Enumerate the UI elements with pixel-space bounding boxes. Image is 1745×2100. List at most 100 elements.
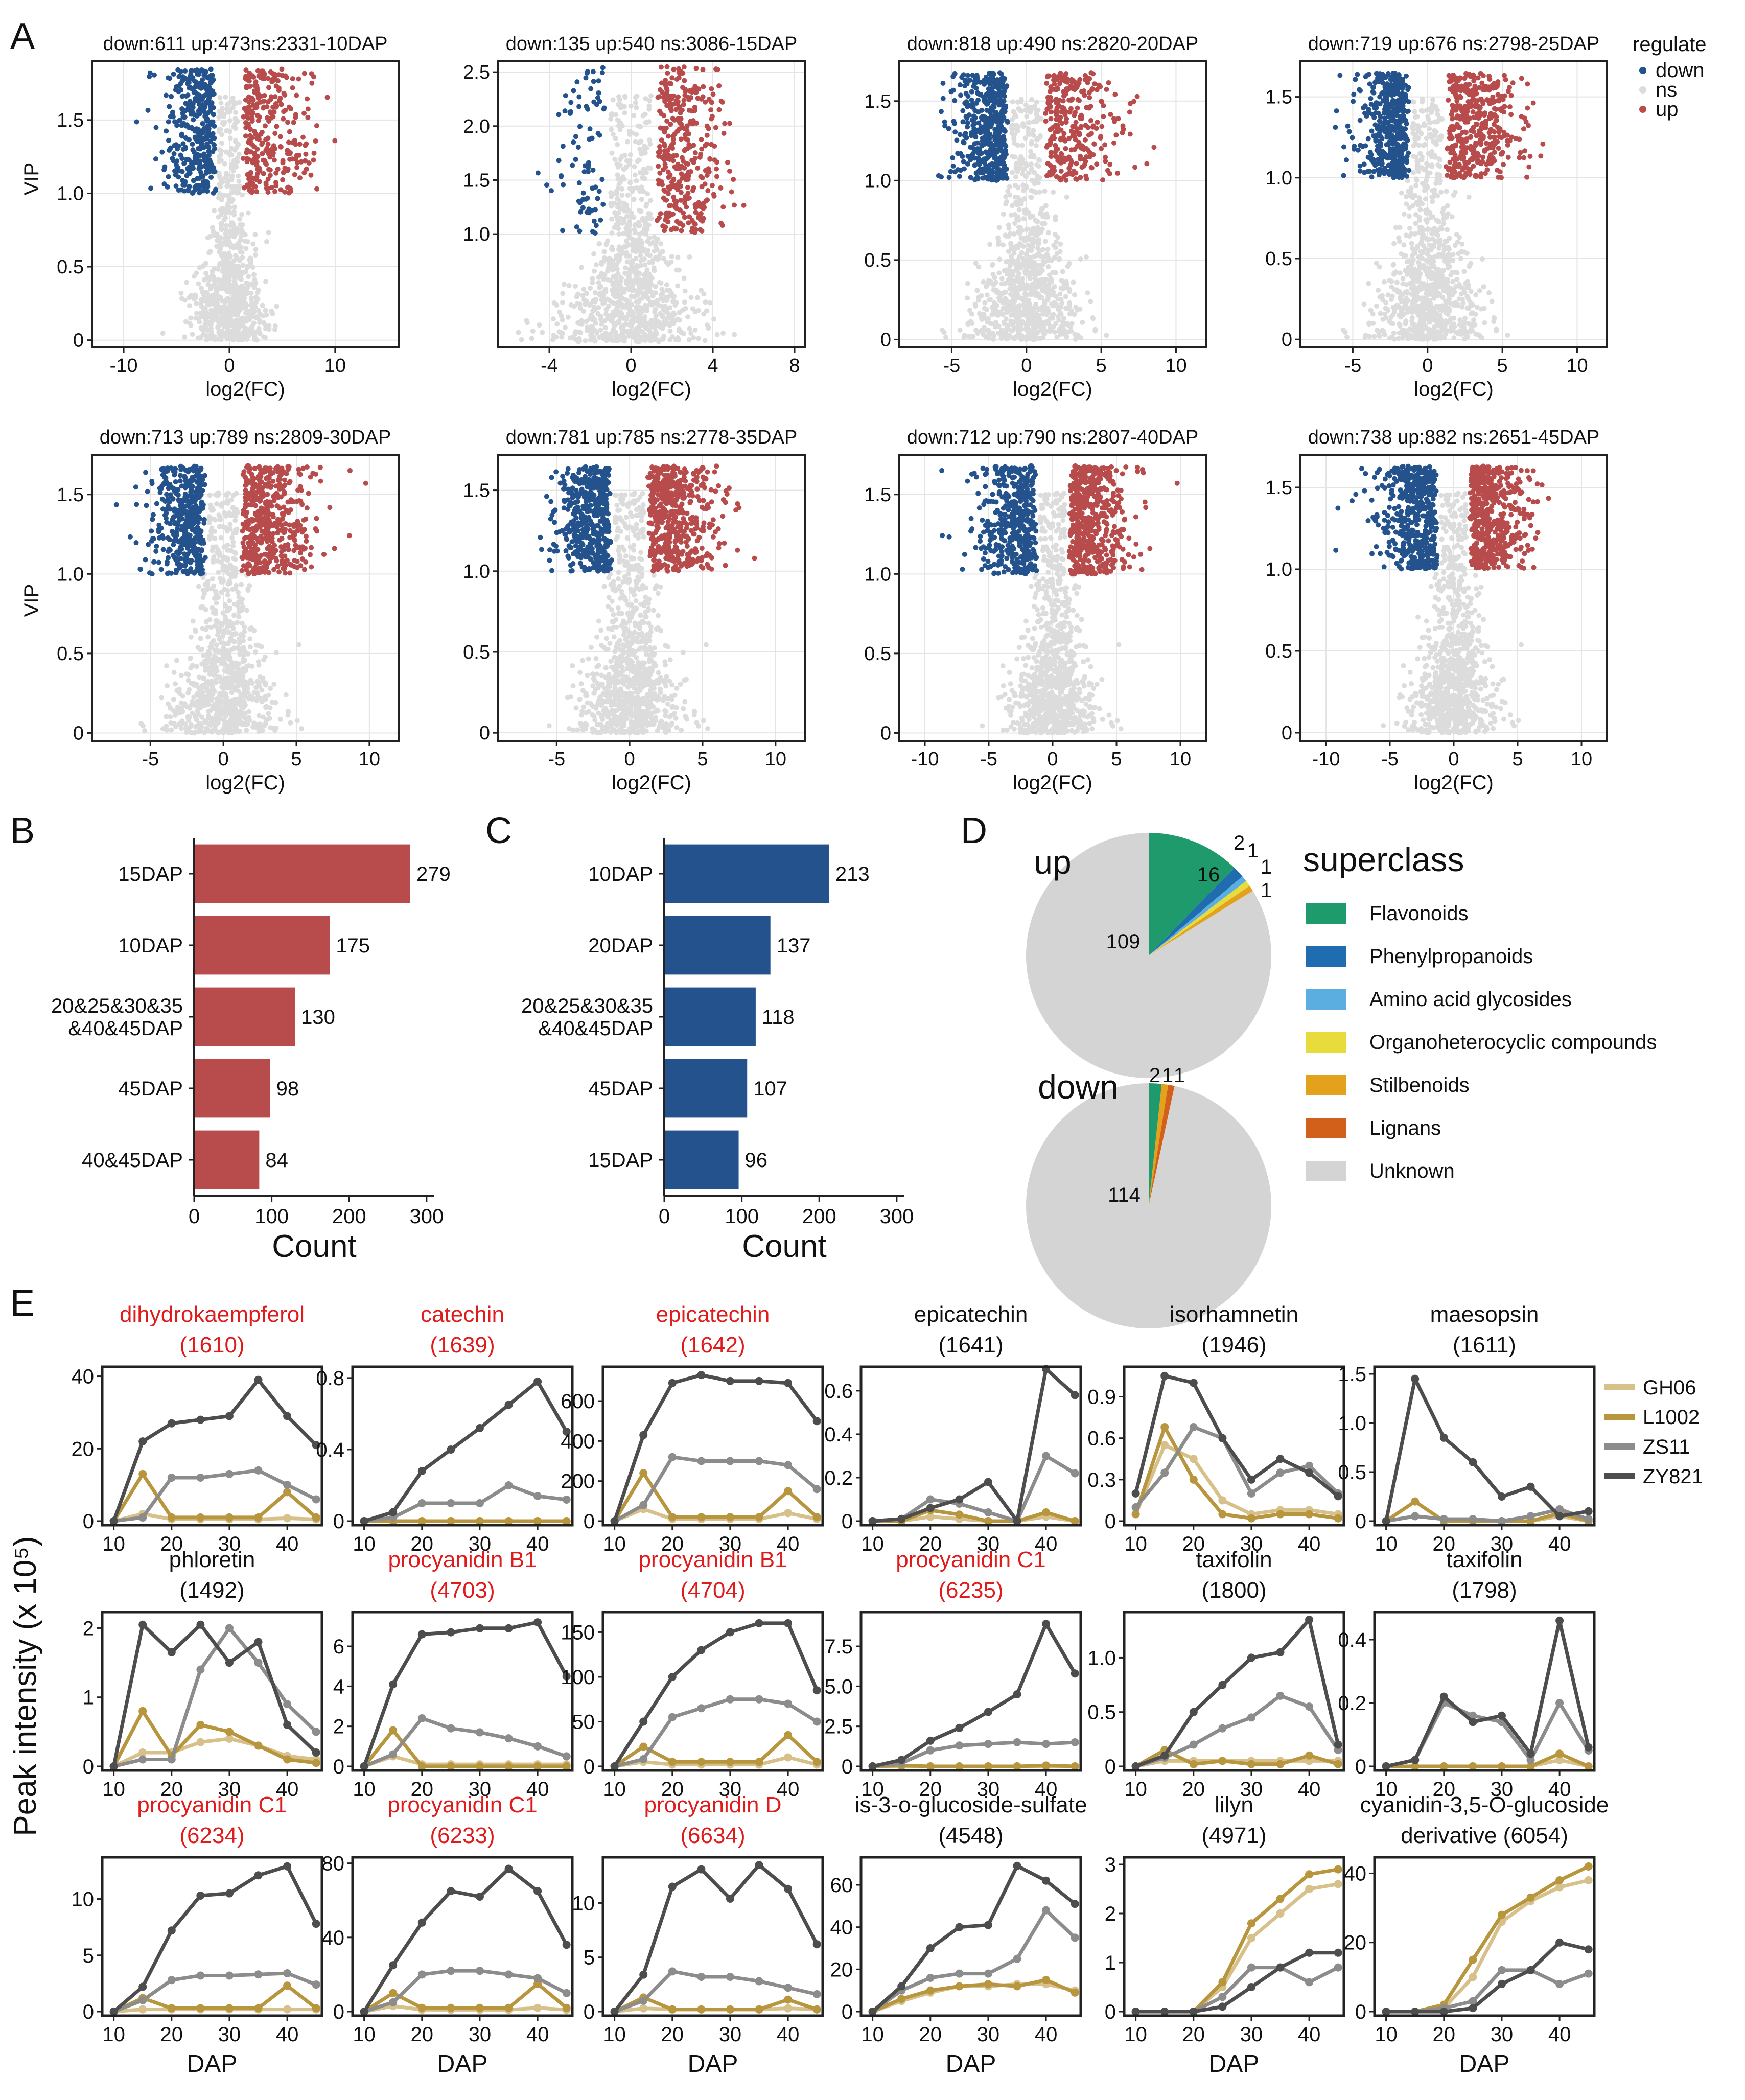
up-point	[1107, 161, 1113, 167]
up-point	[268, 69, 273, 75]
up-point	[265, 142, 271, 147]
down-point	[576, 94, 582, 100]
ns-point	[1083, 254, 1089, 260]
ns-point	[254, 337, 260, 343]
ns-point	[203, 270, 209, 276]
up-point	[699, 96, 704, 102]
ns-point	[596, 335, 602, 340]
ns-point	[590, 325, 595, 331]
ns-point	[1018, 161, 1023, 167]
ns-point	[212, 208, 217, 214]
up-point	[667, 80, 672, 86]
ns-point	[231, 212, 237, 218]
ns-point	[251, 331, 257, 336]
up-point	[662, 143, 667, 149]
ns-point	[1020, 188, 1026, 193]
up-point	[1098, 134, 1104, 139]
ns-point	[1058, 297, 1064, 302]
ns-point	[255, 296, 261, 302]
up-point	[657, 108, 662, 114]
ns-point	[1051, 303, 1056, 309]
ns-point	[636, 304, 641, 310]
ns-point	[184, 279, 190, 285]
ns-point	[237, 288, 243, 294]
ns-point	[636, 123, 641, 129]
ns-point	[627, 223, 633, 228]
ns-point	[1033, 178, 1038, 183]
ns-point	[554, 321, 560, 327]
ns-point	[1029, 97, 1034, 102]
up-point	[311, 150, 317, 156]
ns-point	[1043, 306, 1049, 311]
ns-point	[224, 128, 229, 134]
up-point	[709, 100, 714, 105]
down-point	[189, 125, 195, 130]
up-point	[674, 101, 680, 107]
ns-point	[232, 312, 238, 317]
up-point	[1053, 143, 1058, 148]
ns-point	[1008, 312, 1014, 318]
up-point	[1050, 125, 1055, 131]
up-point	[1101, 103, 1106, 109]
ns-point	[1413, 183, 1419, 189]
ns-point	[1024, 227, 1030, 232]
up-point	[1069, 77, 1075, 82]
ns-point	[592, 307, 597, 313]
down-point	[596, 90, 601, 96]
down-point	[167, 148, 172, 153]
ns-point	[667, 337, 673, 342]
ns-point	[216, 173, 222, 179]
down-point	[950, 74, 956, 79]
ns-point	[601, 249, 607, 254]
ns-point	[631, 279, 637, 285]
down-point	[177, 118, 183, 123]
up-point	[294, 92, 299, 98]
ns-point	[649, 318, 655, 324]
up-point	[309, 71, 314, 77]
down-point	[997, 136, 1003, 142]
ns-point	[636, 299, 641, 305]
ns-point	[233, 267, 239, 272]
ns-point	[592, 290, 598, 295]
ns-point	[1030, 188, 1036, 194]
up-point	[293, 142, 298, 147]
ns-point	[1066, 261, 1072, 266]
ns-point	[232, 110, 238, 115]
ns-point	[227, 152, 233, 157]
ns-point	[584, 298, 589, 304]
ns-point	[603, 287, 609, 292]
ns-point	[973, 328, 979, 333]
ns-point	[1014, 216, 1019, 222]
ns-point	[609, 194, 614, 199]
ns-point	[594, 262, 599, 268]
down-point	[207, 138, 213, 144]
ns-point	[244, 264, 250, 269]
ns-point	[231, 124, 237, 129]
up-point	[714, 159, 720, 165]
down-point	[178, 187, 184, 193]
ns-point	[1006, 308, 1012, 313]
ns-point	[226, 239, 232, 245]
ns-point	[603, 311, 609, 317]
up-point	[664, 197, 669, 203]
ns-point	[245, 210, 251, 216]
up-point	[1084, 176, 1089, 182]
up-point	[729, 189, 734, 195]
ns-point	[991, 333, 996, 338]
ns-point	[639, 329, 644, 334]
ns-point	[251, 320, 257, 326]
y-tick-label: 2.5	[463, 62, 490, 83]
ns-point	[973, 261, 979, 266]
ns-point	[1064, 322, 1070, 328]
ns-point	[1010, 299, 1015, 305]
up-point	[1056, 127, 1061, 133]
down-point	[969, 97, 974, 103]
down-point	[590, 229, 595, 235]
up-point	[690, 188, 695, 193]
down-point	[584, 209, 590, 215]
ns-point	[1063, 279, 1069, 285]
up-point	[1093, 126, 1099, 131]
up-point	[665, 70, 670, 76]
ns-point	[616, 244, 622, 250]
ns-point	[622, 315, 628, 320]
